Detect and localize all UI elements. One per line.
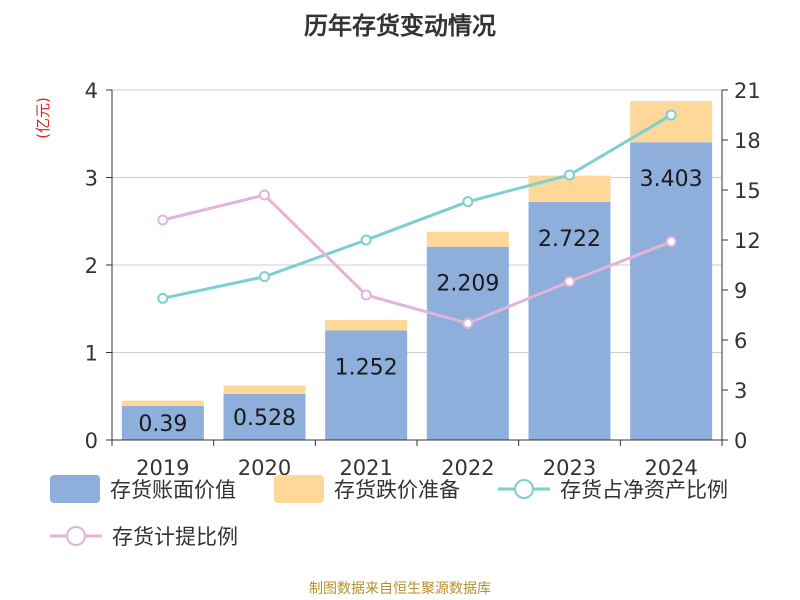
y-tick-label-left: 4 xyxy=(85,79,98,103)
y-tick-label-right: 0 xyxy=(734,429,747,453)
bar-impairment xyxy=(630,101,713,143)
legend-item-net-asset-ratio[interactable]: 存货占净资产比例 xyxy=(498,474,728,504)
point-provision-ratio xyxy=(564,276,575,288)
legend-label-impairment: 存货跌价准备 xyxy=(334,478,460,502)
y-tick-label-right: 21 xyxy=(734,79,761,103)
bar-value-label: 0.528 xyxy=(233,406,296,431)
x-tick-label: 2022 xyxy=(441,456,494,480)
y-tick-label-right: 18 xyxy=(734,129,761,153)
bar-impairment xyxy=(426,231,509,247)
y-tick-label-left: 0 xyxy=(85,429,98,453)
legend-line-provision-ratio xyxy=(50,526,102,546)
legend-item-impairment[interactable]: 存货跌价准备 xyxy=(274,474,460,504)
point-provision-ratio xyxy=(360,289,372,301)
y-tick-label-right: 15 xyxy=(734,179,761,203)
point-net-asset-ratio xyxy=(564,169,575,181)
y-tick-label-left: 2 xyxy=(85,254,98,278)
y-tick-label-right: 9 xyxy=(734,279,747,303)
point-net-asset-ratio xyxy=(259,271,270,283)
bar-book-value xyxy=(121,405,204,440)
bar-value-label: 0.39 xyxy=(138,412,187,437)
bar-book-value xyxy=(426,246,509,440)
point-provision-ratio xyxy=(462,317,474,329)
y-axis-title-left: (亿元) xyxy=(34,97,52,139)
y-tick-label-left: 1 xyxy=(85,342,98,366)
chart-title: 历年存货变动情况 xyxy=(304,12,496,40)
line-net-asset-ratio xyxy=(162,113,672,300)
y-tick-label-right: 12 xyxy=(734,229,761,253)
point-net-asset-ratio xyxy=(462,196,474,208)
bar-impairment xyxy=(223,385,306,394)
legend-label-provision-ratio: 存货计提比例 xyxy=(112,525,238,549)
point-provision-ratio xyxy=(665,236,677,248)
point-net-asset-ratio xyxy=(360,234,372,246)
bar-value-label: 2.209 xyxy=(436,272,499,297)
bar-value-label: 1.252 xyxy=(335,355,398,380)
bar-book-value xyxy=(528,201,611,440)
bar-book-value xyxy=(325,330,408,440)
legend-label-book-value: 存货账面价值 xyxy=(110,478,236,502)
legend-item-book-value[interactable]: 存货账面价值 xyxy=(50,474,236,504)
legend-line-net-asset-ratio xyxy=(498,479,550,499)
x-tick-label: 2024 xyxy=(644,456,697,480)
line-provision-ratio xyxy=(162,193,672,325)
x-tick-label: 2023 xyxy=(543,456,596,480)
x-tick-label: 2019 xyxy=(136,456,189,480)
y-tick-label-right: 3 xyxy=(734,379,747,403)
bar-value-label: 2.722 xyxy=(538,227,601,252)
y-tick-label-right: 6 xyxy=(734,329,747,353)
point-net-asset-ratio xyxy=(665,109,677,121)
bar-impairment xyxy=(121,400,204,406)
bar-series xyxy=(121,101,713,441)
data-labels: 0.39 0.528 1.252 2.209 2.722 3.403 xyxy=(138,167,702,437)
gridlines xyxy=(112,89,722,353)
legend-swatch-book-value xyxy=(50,475,100,503)
bar-impairment xyxy=(325,319,408,331)
point-provision-ratio xyxy=(259,189,270,201)
source-note: 制图数据来自恒生聚源数据库 xyxy=(309,581,491,597)
legend-item-provision-ratio[interactable]: 存货计提比例 xyxy=(50,521,238,551)
legend-swatch-impairment xyxy=(274,475,324,503)
bar-book-value xyxy=(630,142,713,441)
bar-book-value xyxy=(223,393,306,440)
y-tick-label-left: 3 xyxy=(85,167,98,191)
point-provision-ratio xyxy=(157,214,169,226)
x-tick-label: 2021 xyxy=(339,456,392,480)
point-net-asset-ratio xyxy=(157,292,169,304)
bar-value-label: 3.403 xyxy=(640,167,703,192)
line-series xyxy=(157,109,677,329)
legend-label-net-asset-ratio: 存货占净资产比例 xyxy=(560,478,728,502)
